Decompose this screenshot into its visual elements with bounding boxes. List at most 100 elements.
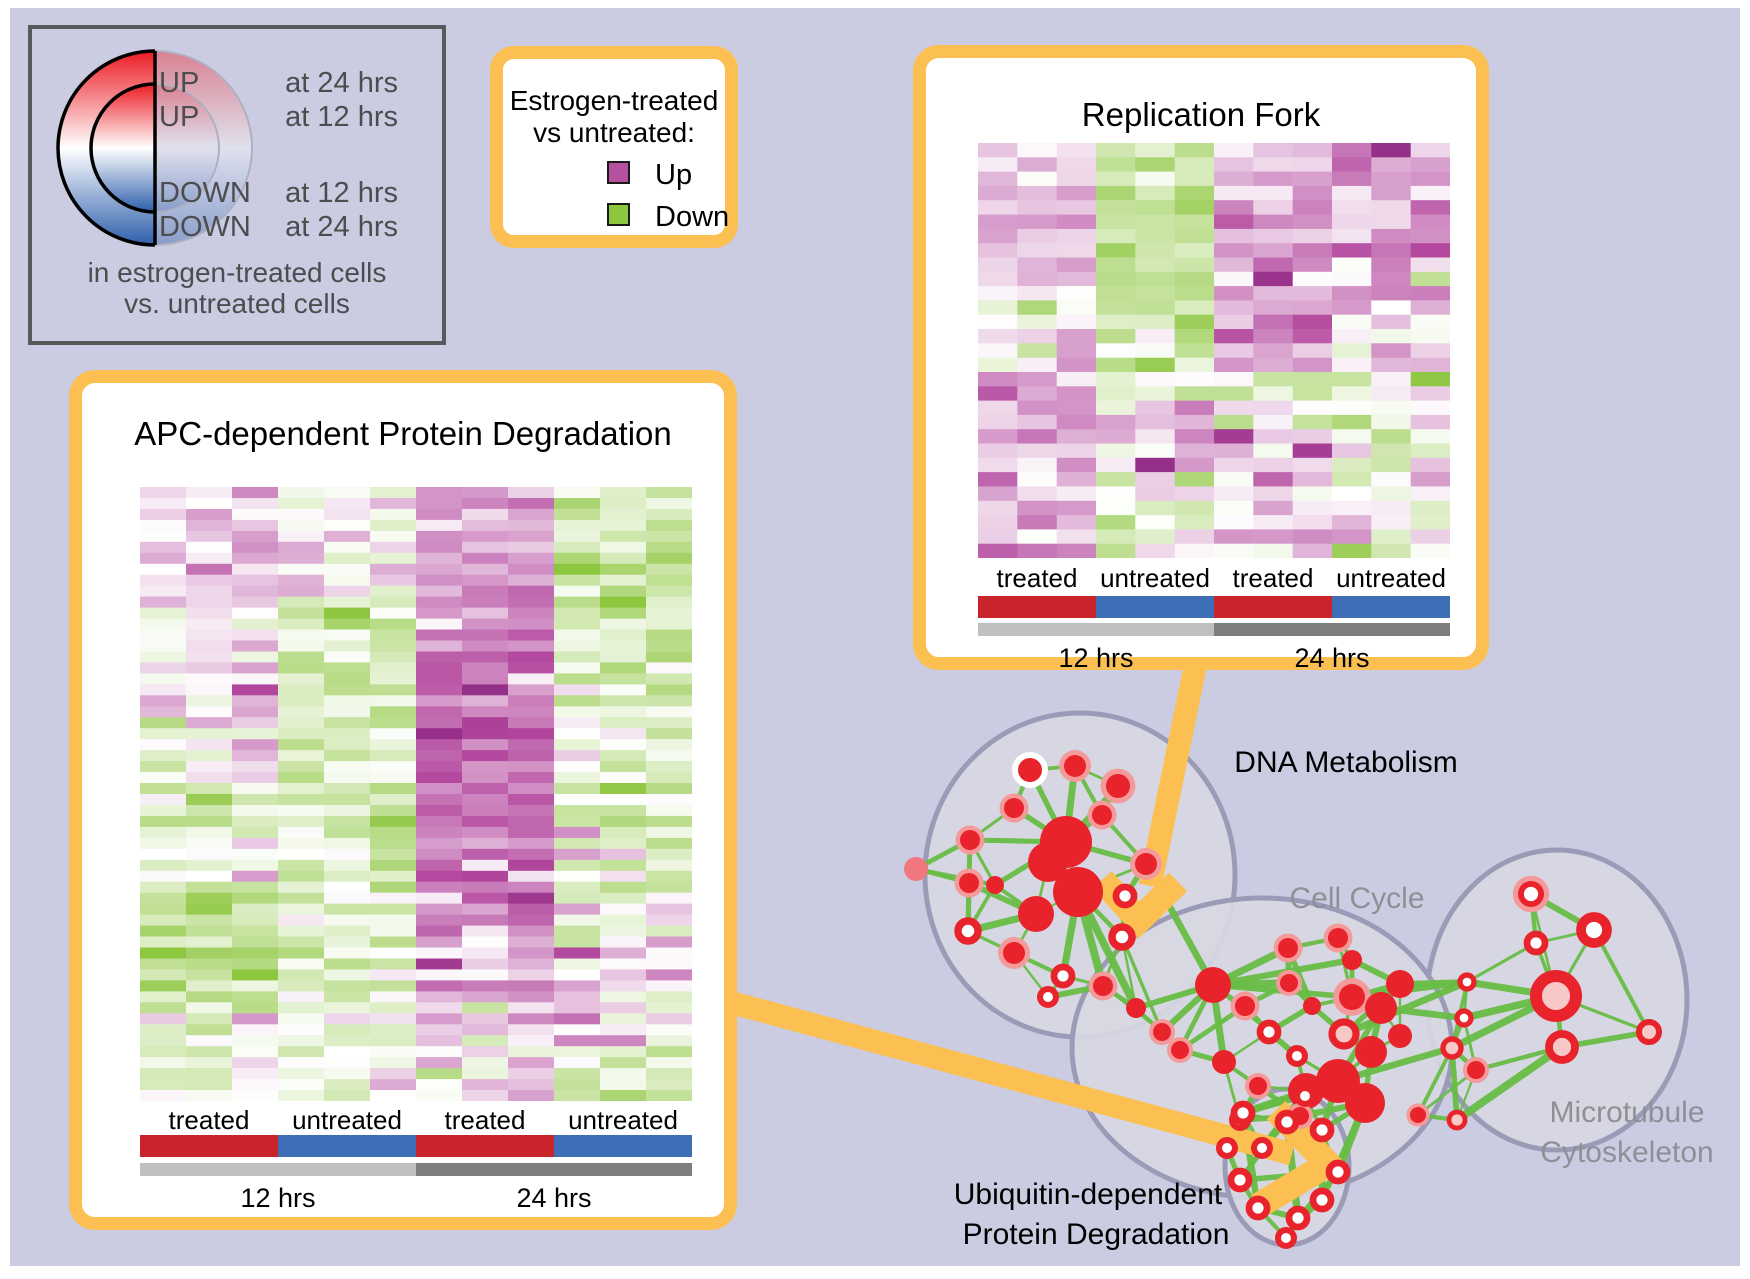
condition-bar-segment xyxy=(1214,596,1332,618)
condition-bar-segment xyxy=(140,1135,278,1157)
network-node xyxy=(1249,1077,1267,1095)
time-label-24hrs: 24 hrs xyxy=(516,1183,592,1213)
network-node xyxy=(1235,996,1255,1016)
network-node xyxy=(1126,998,1146,1018)
group-label-untreated: untreated xyxy=(568,1105,678,1135)
legend-title-line1: Estrogen-treated xyxy=(509,85,719,116)
legend-time: at 24 hrs xyxy=(285,211,398,243)
legend-direction: UP xyxy=(159,67,200,99)
network-node xyxy=(1251,1137,1273,1159)
network-edge xyxy=(1120,936,1164,1033)
network-node xyxy=(1037,986,1059,1008)
network-edge xyxy=(1416,1047,1454,1116)
time-bar-segment xyxy=(416,1163,692,1176)
condition-bar-segment xyxy=(554,1135,692,1157)
legend-direction: DOWN xyxy=(159,211,251,243)
up-color-swatch xyxy=(607,161,630,184)
network-node xyxy=(1355,1036,1387,1068)
down-color-swatch xyxy=(607,203,630,226)
network-node xyxy=(1245,1195,1271,1221)
network-node xyxy=(1171,1041,1189,1059)
network-node xyxy=(1328,1018,1360,1050)
network-node xyxy=(1286,1045,1308,1067)
network-node xyxy=(1523,930,1549,956)
updown-ring-diagram xyxy=(56,49,253,247)
condition-bar-segment xyxy=(1096,596,1214,618)
network-node xyxy=(1064,755,1086,777)
network-node xyxy=(1256,1019,1282,1045)
network-node xyxy=(1365,992,1397,1024)
time-bar-segment xyxy=(1214,623,1450,636)
cluster-label-microtubule-line2: Cytoskeleton xyxy=(1540,1136,1713,1169)
network-node xyxy=(1446,1109,1468,1131)
time-bar xyxy=(140,1163,692,1176)
legend-item-label: Down xyxy=(655,201,730,233)
network-node xyxy=(1106,774,1130,798)
network-edge xyxy=(1449,1047,1460,1121)
network-node xyxy=(1545,1030,1579,1064)
time-label-12hrs: 12 hrs xyxy=(1058,643,1134,673)
network-node xyxy=(1410,1107,1426,1123)
network-node xyxy=(1230,1100,1256,1126)
legend-row-up-12: UP at 12 hrs xyxy=(32,101,442,133)
network-edge xyxy=(1592,929,1651,1033)
network-node xyxy=(1339,984,1365,1010)
legend-row-up-24: UP at 24 hrs xyxy=(32,67,442,99)
network-node xyxy=(1018,896,1054,932)
legend-direction: UP xyxy=(159,101,200,133)
network-node xyxy=(986,876,1004,894)
time-label-24hrs: 24 hrs xyxy=(1294,643,1370,673)
arrow-replication-to-dna-shaft xyxy=(1138,645,1211,889)
network-node xyxy=(1467,1061,1485,1079)
network-node xyxy=(1440,1036,1464,1060)
cluster-label-microtubule-line1: Microtubule xyxy=(1549,1096,1704,1129)
network-node xyxy=(1457,972,1477,992)
network-node xyxy=(960,830,980,850)
group-label-untreated: untreated xyxy=(1336,563,1446,593)
network-node xyxy=(1212,1050,1236,1074)
legend-caption-line1: in estrogen-treated cells xyxy=(87,257,387,288)
network-node xyxy=(959,873,979,893)
heatmap-apc-degradation xyxy=(140,487,692,1101)
network-node xyxy=(1386,970,1414,998)
network-node xyxy=(1388,1024,1412,1048)
network-node xyxy=(1303,997,1321,1015)
network-node xyxy=(1523,886,1539,902)
network-node xyxy=(1309,1187,1335,1213)
network-edge xyxy=(1454,1043,1565,1124)
condition-bar-segment xyxy=(978,596,1096,618)
network-node xyxy=(1342,950,1362,970)
network-node xyxy=(954,917,982,945)
network-node xyxy=(1153,1023,1171,1041)
network-node xyxy=(1053,867,1103,917)
network-node xyxy=(1294,1085,1316,1107)
group-label-treated: treated xyxy=(444,1105,526,1135)
legend-row-down-12: DOWN at 12 hrs xyxy=(32,177,442,209)
condition-bar xyxy=(978,596,1450,618)
cluster-label-dna-metabolism: DNA Metabolism xyxy=(1234,746,1457,779)
time-bar-segment xyxy=(140,1163,416,1176)
network-node xyxy=(1275,1227,1297,1249)
network-node xyxy=(1328,928,1348,948)
network-node xyxy=(1227,1167,1253,1193)
group-label-treated: treated xyxy=(996,563,1078,593)
network-node xyxy=(1003,942,1025,964)
network-node xyxy=(1028,842,1068,882)
panel-title: APC-dependent Protein Degradation xyxy=(134,415,672,452)
time-bar-segment xyxy=(978,623,1214,636)
network-node xyxy=(1093,976,1113,996)
network-node xyxy=(904,857,928,881)
updown-color-legend: Estrogen-treated vs untreated: Up Down xyxy=(490,46,738,248)
panel-apc-degradation: APC-dependent Protein Degradation treate… xyxy=(69,370,737,1230)
time-label-12hrs: 12 hrs xyxy=(240,1183,316,1213)
heatmap-replication-fork xyxy=(978,143,1450,558)
network-node xyxy=(1576,912,1612,948)
network-node xyxy=(1018,758,1042,782)
network-edge xyxy=(1466,941,1537,984)
legend-title-line2: vs untreated: xyxy=(533,117,695,148)
legend-time: at 12 hrs xyxy=(285,101,398,133)
network-node xyxy=(1278,938,1298,958)
network-node xyxy=(1135,853,1157,875)
